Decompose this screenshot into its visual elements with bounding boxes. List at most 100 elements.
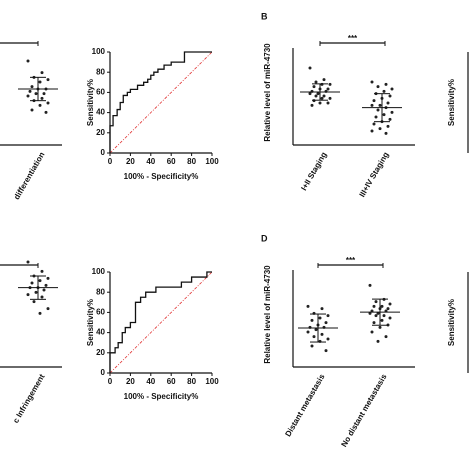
data-point xyxy=(390,87,394,91)
data-point xyxy=(326,314,330,318)
data-point xyxy=(384,82,388,86)
data-point xyxy=(38,80,42,84)
data-point xyxy=(308,66,312,70)
data-point xyxy=(318,101,322,105)
data-point xyxy=(30,281,34,285)
reference-line xyxy=(109,271,213,374)
data-point xyxy=(376,108,380,112)
data-point xyxy=(324,321,328,325)
data-point xyxy=(26,260,30,264)
data-point xyxy=(46,307,50,311)
data-point xyxy=(374,300,378,304)
y-tick-label: 80 xyxy=(96,67,105,76)
data-point xyxy=(322,94,326,98)
data-point xyxy=(326,87,330,91)
data-point xyxy=(382,314,386,318)
x-tick-label: 0 xyxy=(108,157,113,166)
data-point xyxy=(306,330,310,334)
data-point xyxy=(378,325,382,329)
y-tick-label: 0 xyxy=(101,148,106,157)
data-point xyxy=(380,304,384,308)
y-axis-label: Sensitivity% xyxy=(86,299,95,346)
roc-curve xyxy=(109,51,212,153)
data-point xyxy=(370,330,374,334)
data-point xyxy=(372,304,376,308)
data-point xyxy=(370,129,374,133)
data-point xyxy=(312,335,316,339)
data-point xyxy=(38,103,42,107)
data-point xyxy=(372,99,376,103)
data-point xyxy=(34,290,38,294)
y-tick-label: 100 xyxy=(92,267,106,276)
data-point xyxy=(320,332,324,336)
x-tick-label: 40 xyxy=(146,157,155,166)
data-point xyxy=(382,113,386,117)
x-tick-label: 20 xyxy=(126,157,135,166)
data-point xyxy=(46,101,50,105)
data-point xyxy=(40,71,44,75)
data-point xyxy=(374,314,378,318)
panel-letter: B xyxy=(261,11,268,21)
data-point xyxy=(384,131,388,135)
data-point xyxy=(46,276,50,280)
data-point xyxy=(30,108,34,112)
data-point xyxy=(386,124,390,128)
x-tick-label: 20 xyxy=(126,377,135,386)
data-point xyxy=(378,103,382,107)
data-point xyxy=(370,103,374,107)
data-point xyxy=(310,318,314,322)
data-point xyxy=(376,85,380,89)
data-point xyxy=(26,59,30,63)
data-point xyxy=(372,122,376,126)
data-point xyxy=(372,321,376,325)
y-tick-label: 20 xyxy=(96,128,105,137)
y-axis-label: Sensitivity% xyxy=(447,299,456,346)
y-axis-label: Sensitivity% xyxy=(86,79,95,126)
x-axis-label: 100% - Specificity% xyxy=(124,392,199,401)
data-point xyxy=(32,300,36,304)
data-point xyxy=(46,78,50,82)
x-tick-label: 100 xyxy=(205,157,219,166)
panel-letter: D xyxy=(261,233,268,243)
data-point xyxy=(384,335,388,339)
data-point xyxy=(308,92,312,96)
data-point xyxy=(374,115,378,119)
significance: *** xyxy=(346,256,356,265)
data-point xyxy=(386,307,390,311)
data-point xyxy=(326,337,330,341)
data-point xyxy=(44,110,48,114)
data-point xyxy=(320,307,324,311)
data-point xyxy=(324,349,328,353)
y-tick-label: 60 xyxy=(96,88,105,97)
data-point xyxy=(328,96,332,100)
data-point xyxy=(382,89,386,93)
category-label: I+II Staging xyxy=(299,150,328,192)
data-point xyxy=(38,279,42,283)
data-point xyxy=(26,293,30,297)
data-point xyxy=(380,318,384,322)
data-point xyxy=(34,92,38,96)
data-point xyxy=(316,92,320,96)
x-tick-label: 100 xyxy=(205,377,219,386)
data-point xyxy=(314,80,318,84)
data-point xyxy=(314,94,318,98)
data-point xyxy=(310,344,314,348)
data-point xyxy=(368,283,372,287)
data-point xyxy=(378,127,382,131)
data-point xyxy=(38,311,42,315)
category-label: c Infringement xyxy=(11,372,47,425)
data-point xyxy=(44,283,48,287)
data-point xyxy=(326,101,330,105)
data-point xyxy=(28,89,32,93)
category-label: No distant metastasis xyxy=(339,372,388,449)
y-axis-label: Relative level of miR-4730 xyxy=(263,43,272,142)
data-point xyxy=(386,101,390,105)
x-axis-label: 100% - Specificity% xyxy=(124,172,199,181)
data-point xyxy=(322,78,326,82)
y-tick-label: 0 xyxy=(101,368,106,377)
significance: *** xyxy=(348,34,358,43)
data-point xyxy=(320,96,324,100)
data-point xyxy=(312,85,316,89)
